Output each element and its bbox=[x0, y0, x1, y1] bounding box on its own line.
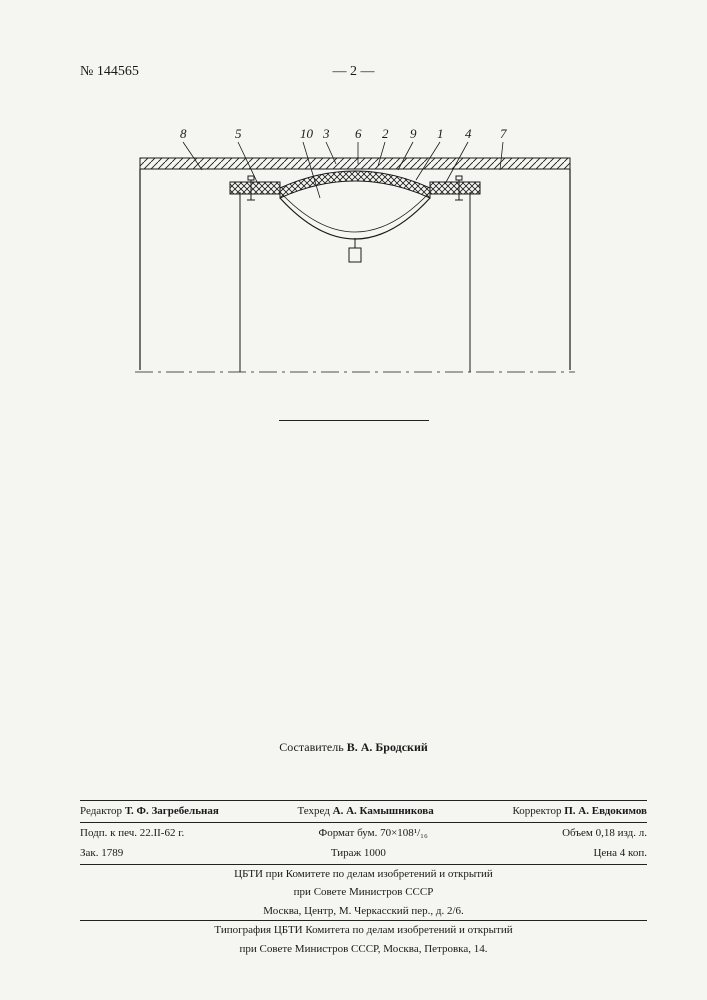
compiler-line: Составитель В. А. Бродский bbox=[279, 740, 428, 755]
imprint-block: Редактор Т. Ф. Загребельная Техред А. А.… bbox=[80, 800, 647, 958]
page-number: — 2 — bbox=[333, 64, 375, 80]
label-5: 5 bbox=[235, 126, 242, 141]
label-1: 1 bbox=[437, 126, 444, 141]
label-6: 6 bbox=[355, 126, 362, 141]
document-number: № 144565 bbox=[80, 64, 139, 80]
label-2: 2 bbox=[382, 126, 389, 141]
label-3: 3 bbox=[322, 126, 330, 141]
technical-diagram: 8 5 10 3 6 2 9 1 4 7 bbox=[130, 120, 580, 390]
label-8: 8 bbox=[180, 126, 187, 141]
label-4: 4 bbox=[465, 126, 472, 141]
label-7: 7 bbox=[500, 126, 507, 141]
figure-divider bbox=[279, 420, 429, 421]
label-10: 10 bbox=[300, 126, 314, 141]
label-9: 9 bbox=[410, 126, 417, 141]
